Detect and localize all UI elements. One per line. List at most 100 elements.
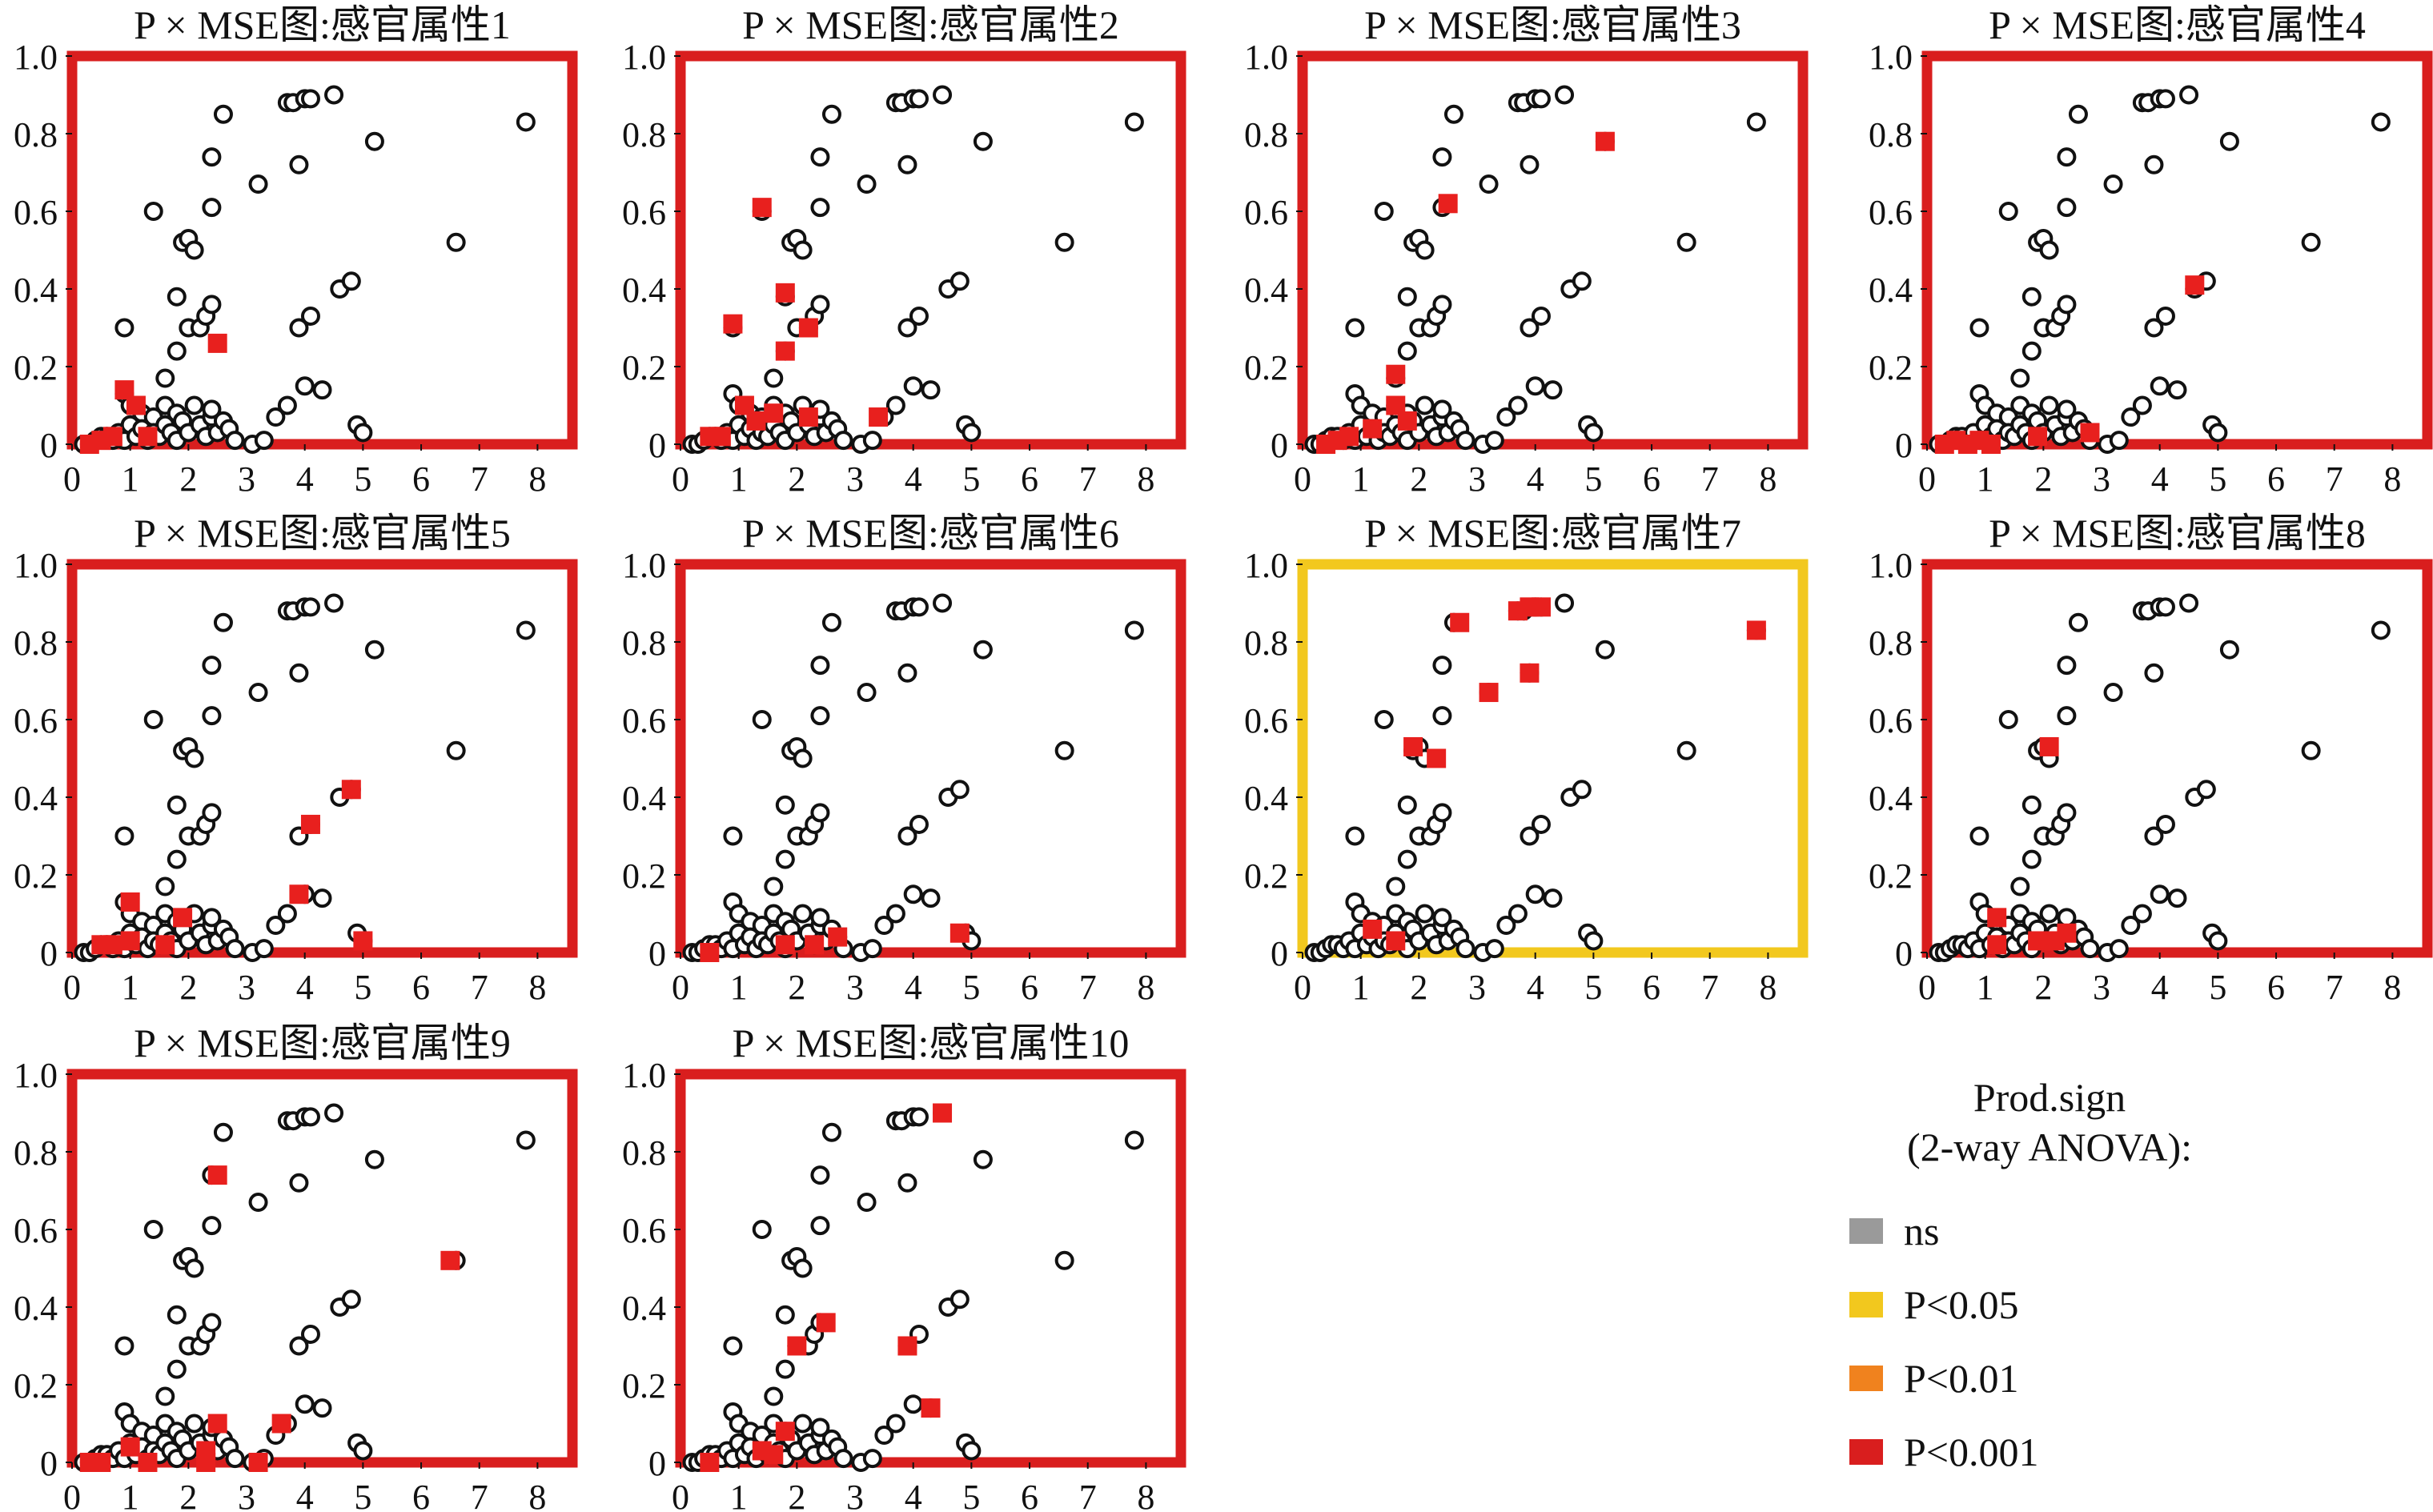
y-tick-label: 0.2	[1869, 856, 1913, 896]
x-tick-label: 2	[2034, 459, 2052, 499]
data-point	[821, 612, 841, 632]
data-point	[810, 1165, 830, 1185]
data-point	[2208, 423, 2228, 443]
data-point	[167, 1359, 187, 1379]
legend-swatch-p0001	[1849, 1439, 1883, 1465]
panel-frame	[66, 50, 578, 450]
data-point	[114, 318, 134, 338]
legend-title-line2: (2-way ANOVA):	[1907, 1125, 2192, 1169]
highlight-point	[775, 935, 795, 955]
data-point	[810, 706, 830, 726]
data-point	[1432, 803, 1452, 823]
highlight-point	[764, 1445, 784, 1465]
x-tick-label: 6	[412, 968, 430, 1007]
data-point	[2068, 104, 2088, 124]
data-point	[775, 849, 795, 869]
legend: Prod.sign (2-way ANOVA): ns P<0.05 P<0.0…	[1849, 1073, 2250, 1489]
data-point	[1432, 908, 1452, 928]
data-point	[793, 1258, 813, 1278]
data-point	[909, 306, 929, 326]
data-point	[364, 131, 384, 151]
highlight-point	[700, 943, 720, 962]
data-point	[2057, 656, 2077, 676]
legend-item-p005: P<0.05	[1849, 1268, 2250, 1342]
data-point	[2167, 380, 2187, 400]
data-point	[897, 826, 917, 846]
data-point	[897, 1173, 917, 1193]
data-point	[516, 112, 536, 132]
legend-title-line1: Prod.sign	[1973, 1075, 2126, 1120]
highlight-point	[828, 927, 848, 947]
x-tick-label: 5	[962, 1478, 980, 1512]
data-point	[1746, 112, 1766, 132]
x-tick-label: 5	[1584, 459, 1602, 499]
data-point	[1543, 888, 1563, 908]
data-point	[1998, 710, 2018, 729]
y-tick-label: 1.0	[14, 38, 58, 77]
legend-label-p001: P<0.01	[1904, 1356, 2019, 1401]
panel-title: P × MSE图:感官属性7	[1364, 511, 1741, 555]
data-point	[2010, 876, 2030, 896]
data-point	[862, 431, 882, 451]
x-tick-label: 3	[1468, 459, 1486, 499]
y-tick-label: 0.8	[1869, 624, 1913, 663]
x-tick-label: 2	[788, 459, 805, 499]
data-point	[1443, 104, 1463, 124]
data-point	[289, 663, 309, 683]
data-point	[764, 1386, 784, 1406]
data-point	[2057, 706, 2077, 726]
highlight-point	[300, 814, 320, 834]
panel-frame	[675, 559, 1186, 958]
data-point	[857, 683, 877, 703]
data-point	[810, 147, 830, 167]
data-point	[1555, 85, 1575, 105]
data-point	[1432, 399, 1452, 419]
data-point	[833, 1449, 853, 1469]
data-point	[764, 368, 784, 388]
data-point	[184, 748, 204, 768]
highlight-point	[120, 931, 140, 951]
x-tick-label: 4	[905, 459, 922, 499]
data-point	[1054, 740, 1074, 760]
highlight-point	[1403, 736, 1423, 756]
data-point	[1432, 656, 1452, 676]
highlight-point	[138, 1453, 158, 1472]
data-point	[2132, 904, 2152, 924]
x-tick-label: 0	[1294, 968, 1311, 1007]
legend-label-p005: P<0.05	[1904, 1282, 2019, 1327]
data-point	[2057, 295, 2077, 315]
data-point	[909, 597, 929, 617]
data-point	[1374, 202, 1394, 221]
panel-title: P × MSE图:感官属性1	[134, 2, 511, 47]
data-point	[1508, 904, 1528, 924]
data-point	[1676, 232, 1696, 252]
x-tick-label: 3	[846, 1478, 864, 1512]
data-point	[2109, 431, 2129, 451]
data-point	[300, 1107, 320, 1127]
data-point	[1432, 706, 1452, 726]
data-point	[810, 295, 830, 315]
data-point	[752, 710, 772, 729]
x-tick-label: 6	[1643, 459, 1660, 499]
data-point	[1584, 931, 1604, 951]
data-point	[1543, 380, 1563, 400]
x-tick-label: 2	[2034, 968, 2052, 1007]
data-point	[1124, 620, 1144, 640]
x-tick-label: 2	[788, 968, 805, 1007]
x-tick-label: 2	[179, 1478, 197, 1512]
x-tick-label: 8	[2383, 459, 2401, 499]
x-tick-label: 1	[730, 1478, 748, 1512]
x-tick-label: 8	[528, 968, 546, 1007]
data-point	[874, 916, 894, 936]
data-point	[2080, 939, 2100, 959]
data-point	[973, 640, 993, 660]
x-tick-label: 2	[1410, 968, 1427, 1007]
data-point	[202, 803, 222, 823]
data-point	[225, 431, 245, 451]
panel-1: P × MSE图:感官属性1 0 0.2 0.4 0.6 0.8 1.0 0 1 2 3 4 5 6 7 8	[14, 2, 578, 499]
panel-title: P × MSE图:感官属性10	[733, 1021, 1130, 1065]
data-point	[2039, 904, 2059, 924]
y-tick-label: 0.4	[622, 779, 666, 818]
y-tick-label: 0	[40, 1444, 58, 1483]
highlight-point	[950, 923, 970, 943]
